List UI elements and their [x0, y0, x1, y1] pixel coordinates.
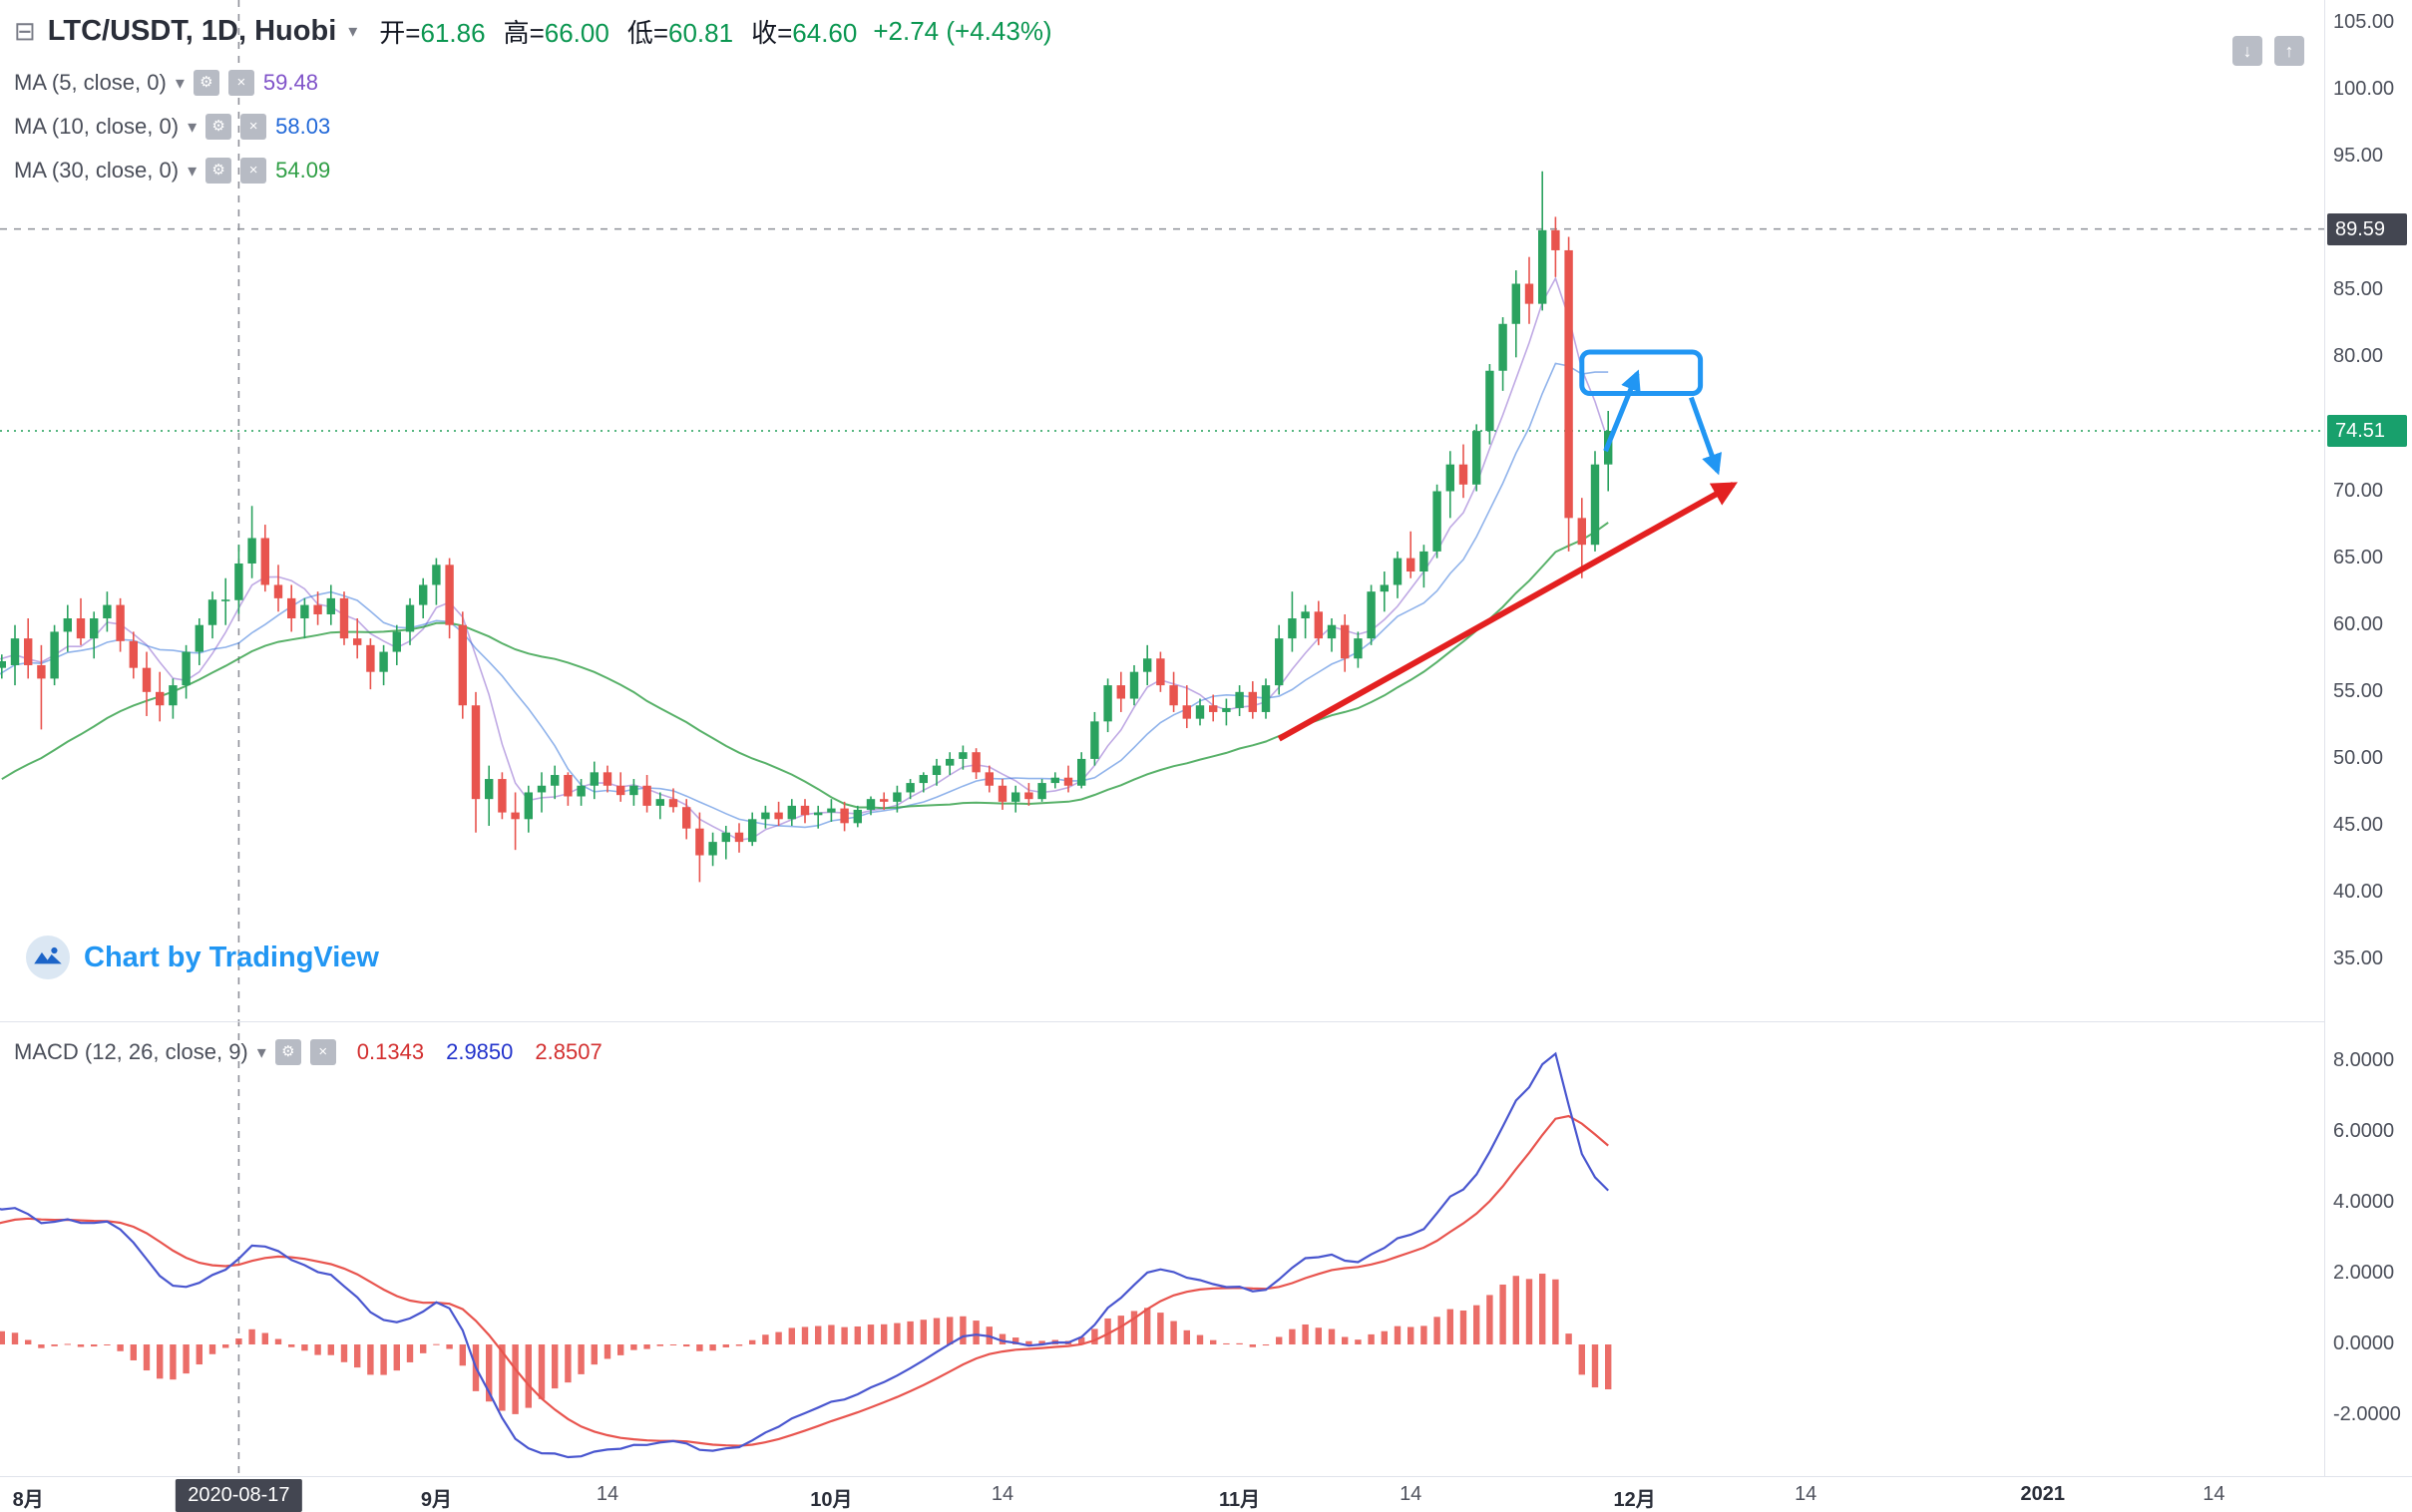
ma10-line	[0, 362, 1609, 829]
macd-signal-value: 2.8507	[535, 1039, 603, 1064]
ohlc-values: 开=61.86 高=66.00 低=60.81 收=64.60	[379, 13, 857, 50]
time-tick-label: 8月	[12, 1489, 44, 1511]
chevron-down-icon[interactable]: ▾	[188, 160, 198, 181]
red-trend-arrow-annotation[interactable]	[1277, 482, 1738, 742]
price-tick-label: 70.00	[2333, 479, 2384, 502]
indicator-settings-button[interactable]: ⚙	[274, 1039, 301, 1065]
blue-arrow-down-annotation[interactable]	[1689, 396, 1722, 476]
time-tick-label: 14	[1400, 1483, 1422, 1505]
indicator-settings-button[interactable]: ⚙	[205, 114, 232, 140]
symbol-title[interactable]: LTC/USDT, 1D, Huobi	[47, 14, 337, 47]
ma30-label: MA (30, close, 0)	[14, 158, 180, 183]
indicator-close-button[interactable]: ×	[309, 1039, 336, 1065]
time-tick-label: 2021	[2020, 1483, 2066, 1505]
ma10-value: 58.03	[275, 114, 331, 139]
current-price-badge: 74.51	[2327, 414, 2407, 447]
candlestick-series	[0, 171, 1613, 883]
close-label: 收=	[751, 17, 793, 48]
ma5-indicator-row: MA (5, close, 0) ▾ ⚙ × 59.48	[14, 68, 1052, 98]
time-tick-label: 10月	[810, 1489, 853, 1511]
macd-tick-label: 2.0000	[2333, 1262, 2395, 1284]
macd-histogram	[0, 1274, 1612, 1414]
tradingview-attribution[interactable]: Chart by TradingView	[26, 936, 379, 979]
blue-arrow-up-annotation[interactable]	[1603, 369, 1641, 453]
time-tick-label: 12月	[1613, 1489, 1656, 1511]
high-value: 66.00	[544, 17, 609, 48]
price-tick-label: 40.00	[2333, 881, 2384, 904]
price-tick-label: 105.00	[2333, 10, 2395, 33]
ma10-indicator-row: MA (10, close, 0) ▾ ⚙ × 58.03	[14, 112, 1052, 142]
time-tick-label: 9月	[420, 1489, 452, 1511]
ma30-indicator-row: MA (30, close, 0) ▾ ⚙ × 54.09	[14, 156, 1052, 186]
ma10-label: MA (10, close, 0)	[14, 114, 180, 139]
symbol-title-row: ⊟ LTC/USDT, 1D, Huobi ▾ 开=61.86 高=66.00 …	[14, 8, 1052, 54]
crosshair-date-badge: 2020-08-17	[176, 1479, 302, 1512]
open-value: 61.86	[420, 17, 486, 48]
ma5-line	[0, 276, 1609, 842]
price-tick-label: 80.00	[2333, 345, 2384, 368]
price-tick-label: 95.00	[2333, 145, 2384, 167]
time-axis[interactable]: 2020-08-17 8月 9月 14 10月 14 11月 14 12月 14 2021 14	[0, 1476, 2412, 1512]
macd-signal-line	[0, 1114, 1609, 1447]
move-pane-up-button[interactable]: ↑	[2274, 36, 2304, 66]
time-tick-label: 14	[596, 1483, 619, 1505]
tradingview-logo-icon	[26, 936, 70, 979]
macd-tick-label: 0.0000	[2333, 1332, 2395, 1354]
pane-buttons: ↓ ↑	[2232, 36, 2304, 66]
price-tick-label: 65.00	[2333, 546, 2384, 568]
macd-histogram-value: 0.1343	[356, 1039, 425, 1064]
ma30-value: 54.09	[275, 158, 331, 183]
time-tick-label: 14	[1795, 1483, 1817, 1505]
indicator-close-button[interactable]: ×	[227, 70, 254, 96]
time-tick-label: 11月	[1219, 1489, 1261, 1511]
chart-canvas[interactable]	[0, 0, 2324, 1476]
macd-line-value: 2.9850	[446, 1039, 514, 1064]
price-tick-label: 60.00	[2333, 612, 2384, 635]
chevron-down-icon[interactable]: ▾	[188, 116, 198, 137]
macd-values: 0.1343 2.9850 2.8507	[357, 1039, 603, 1065]
low-label: 低=	[626, 17, 669, 48]
indicator-settings-button[interactable]: ⚙	[193, 70, 219, 96]
price-tick-label: 85.00	[2333, 278, 2384, 301]
macd-indicator-row: MACD (12, 26, close, 9) ▾ ⚙ × 0.1343 2.9…	[14, 1039, 603, 1065]
time-tick-label: 14	[2203, 1483, 2225, 1505]
macd-label: MACD (12, 26, close, 9)	[14, 1039, 248, 1064]
pane-divider[interactable]	[0, 1021, 2412, 1022]
chevron-down-icon[interactable]: ▾	[175, 72, 185, 93]
macd-tick-label: 8.0000	[2333, 1049, 2395, 1071]
indicator-close-button[interactable]: ×	[240, 158, 267, 184]
legend: ⊟ LTC/USDT, 1D, Huobi ▾ 开=61.86 高=66.00 …	[14, 8, 1052, 186]
tradingview-attribution-text: Chart by TradingView	[84, 941, 379, 973]
time-tick-label: 14	[991, 1483, 1014, 1505]
blue-box-annotation[interactable]	[1579, 349, 1704, 397]
close-value: 64.60	[792, 17, 858, 48]
low-value: 60.81	[668, 17, 734, 48]
price-axis[interactable]: 89.59 74.51 105.00 100.00 95.00 85.00 80.00 7…	[2324, 0, 2412, 1476]
price-tick-label: 55.00	[2333, 679, 2384, 702]
price-change: +2.74 (+4.43%)	[873, 15, 1052, 46]
open-label: 开=	[379, 17, 421, 48]
price-tick-label: 35.00	[2333, 947, 2384, 970]
price-tick-label: 100.00	[2333, 77, 2395, 100]
indicator-close-button[interactable]: ×	[240, 114, 267, 140]
ma5-label: MA (5, close, 0)	[14, 70, 167, 95]
ma5-value: 59.48	[262, 70, 318, 95]
macd-tick-label: -2.0000	[2333, 1403, 2401, 1425]
indicator-settings-button[interactable]: ⚙	[205, 158, 232, 184]
price-tick-label: 45.00	[2333, 814, 2384, 836]
chart-window-icon[interactable]: ⊟	[14, 15, 36, 46]
macd-tick-label: 4.0000	[2333, 1191, 2395, 1213]
price-tick-label: 50.00	[2333, 746, 2384, 769]
high-label: 高=	[503, 17, 545, 48]
chevron-down-icon[interactable]: ▾	[348, 20, 358, 41]
move-pane-down-button[interactable]: ↓	[2232, 36, 2262, 66]
ma30-line	[1, 522, 1609, 810]
chevron-down-icon[interactable]: ▾	[256, 1041, 266, 1062]
macd-line	[0, 1051, 1609, 1459]
crosshair-price-badge: 89.59	[2327, 212, 2407, 245]
macd-tick-label: 6.0000	[2333, 1120, 2395, 1142]
